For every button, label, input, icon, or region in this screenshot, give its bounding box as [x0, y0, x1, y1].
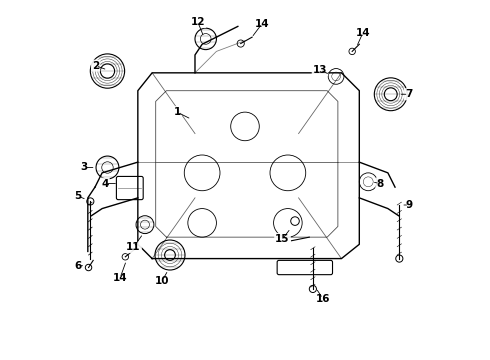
Text: 6: 6 — [74, 261, 81, 271]
Text: 10: 10 — [155, 276, 170, 286]
Text: 12: 12 — [191, 17, 205, 27]
Text: 9: 9 — [406, 200, 413, 210]
Text: 15: 15 — [275, 234, 290, 244]
Text: 2: 2 — [92, 61, 99, 71]
Text: 8: 8 — [376, 179, 384, 189]
Text: 14: 14 — [113, 273, 127, 283]
Text: 14: 14 — [255, 18, 270, 28]
Text: 3: 3 — [80, 162, 87, 172]
Text: 14: 14 — [356, 28, 370, 38]
Text: 7: 7 — [405, 89, 412, 99]
Text: 16: 16 — [316, 294, 330, 303]
Text: 11: 11 — [126, 242, 141, 252]
Text: 13: 13 — [313, 65, 327, 75]
Text: 4: 4 — [101, 179, 109, 189]
Text: 1: 1 — [173, 107, 181, 117]
Text: 5: 5 — [74, 191, 81, 201]
